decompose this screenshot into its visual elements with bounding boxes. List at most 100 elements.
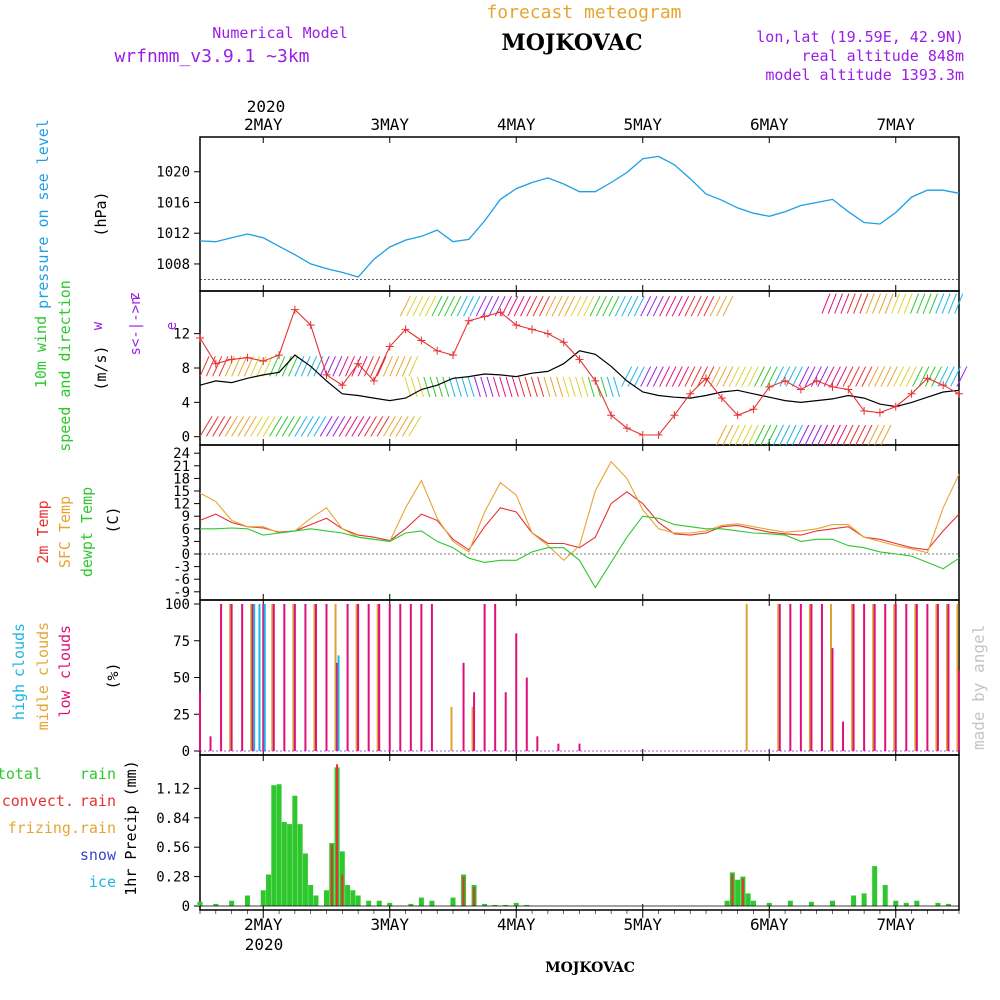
wind-barb-top [583, 295, 595, 317]
wind-barb-bottom [754, 424, 765, 446]
y-tick-label: 8 [182, 361, 190, 377]
wind-barb-bottom [823, 424, 835, 446]
bottom-year-label: 2020 [245, 935, 284, 954]
temp-sfc-line [199, 460, 960, 562]
wind-barb-lower [256, 416, 270, 437]
cloud-bar-low [357, 604, 360, 751]
wind-barb-mid [454, 376, 462, 398]
wind-barb-topright [865, 293, 875, 314]
wind-barb-top [722, 295, 734, 317]
top-day-label: 4MAY [497, 115, 536, 134]
wind-barb-top [621, 295, 633, 317]
cloud-bar-midle [229, 604, 232, 751]
wind-barb-mid [423, 376, 431, 398]
wind-barb-right [760, 366, 772, 387]
precip-bar-total [271, 785, 277, 906]
precip-bar-convect [462, 876, 465, 906]
precip-bar-total [387, 902, 393, 906]
wind-barb-mid [442, 376, 450, 398]
wind-barb-lower [307, 416, 320, 437]
wind-barb-mid [568, 376, 576, 398]
wind-barb-right [905, 366, 917, 387]
wind-barb-upper [338, 356, 349, 377]
precip-bar-total [345, 885, 351, 906]
wind-barb-mid [613, 376, 621, 398]
y-tick-label: 1020 [156, 165, 190, 181]
wind-barb-top [557, 295, 569, 317]
temp-sfc-label: SFC Temp [56, 496, 74, 568]
wind-barb-upper [370, 356, 381, 377]
wind-barb-top [614, 295, 626, 317]
precip-bar-total [297, 824, 303, 906]
wind-barb-top [646, 295, 658, 317]
wind-barb-topright [878, 293, 888, 314]
cloud-bar-low [884, 604, 887, 751]
cloud-bar-low [209, 736, 212, 751]
wind-barb-right [703, 366, 715, 387]
precip-bar-total [260, 890, 266, 906]
cloud-bar-midle [271, 604, 274, 751]
cloud-bar-midle [313, 604, 316, 751]
precip-bar-total [893, 900, 899, 906]
precip-bar-total [935, 902, 941, 906]
cloud-bar-midle [355, 604, 358, 751]
wind-barb-top [602, 295, 614, 317]
pressure-line [199, 155, 960, 278]
wind-barb-top [437, 295, 449, 317]
wind-barb-top [671, 295, 683, 317]
wind-barb-bottom [785, 424, 797, 446]
wind-barb-top [709, 295, 721, 317]
y-tick-label: 9 [182, 509, 190, 525]
wind-barb-topright [941, 293, 951, 314]
precip-labels: total rain convect. rain frizing. rain s… [0, 760, 140, 895]
wind-barb-right [817, 366, 829, 387]
top-day-label: 3MAY [370, 115, 409, 134]
wind-barb-mid [556, 376, 564, 398]
precip-bar-total [724, 900, 730, 906]
wind-barb-upper [345, 356, 355, 377]
pressure-labels: pressure on see level (hPa) [34, 119, 110, 309]
wind-barb-topright [891, 293, 900, 314]
cloud-bar-low [873, 604, 876, 751]
y-tick-label: 21 [173, 459, 190, 475]
precip-bar-total [229, 900, 235, 906]
wind-dir-e: e [164, 322, 180, 330]
wind-barb-mid [480, 376, 488, 398]
cloud-bar-low [820, 604, 823, 751]
cloud-bar-midle [935, 604, 938, 751]
wind-barb-upper [269, 356, 280, 377]
precip-bar-total [418, 897, 424, 906]
wind-barb-right [950, 366, 962, 387]
cloud-bar-midle [777, 604, 780, 751]
y-tick-label: 12 [173, 497, 190, 513]
cloud-bar-low [251, 604, 254, 751]
cloud-bar-low [199, 692, 201, 751]
location-title: MOJKOVAC [501, 30, 642, 56]
precip-unit: 1hr Precip (mm) [122, 760, 140, 895]
cloud-bar-low [230, 604, 233, 751]
cloud-bar-low [473, 692, 476, 751]
precip-bar-total [308, 885, 314, 906]
wind-barb-mid [581, 376, 589, 398]
top-day-label: 2MAY [244, 115, 283, 134]
precip-bar-total [513, 902, 519, 906]
temp-2m-label: 2m Temp [34, 500, 52, 563]
coords-label: lon,lat (19.59E, 42.9N) [756, 28, 964, 46]
convect-label: convect. [2, 792, 74, 810]
cloud-bar-low [536, 736, 539, 751]
cloud-bar-low [789, 604, 792, 751]
precip-bar-total [787, 900, 793, 906]
wind-barb-topright [853, 293, 863, 314]
wind-barb-top [716, 295, 727, 317]
cloud-bar-midle [830, 604, 832, 751]
cloud-bar-midle [956, 604, 959, 751]
wind-barb-lower [212, 416, 226, 437]
plot-layer: 10201016101210080481224211815129630-3-6-… [156, 137, 968, 918]
wind-barb-bottom [747, 424, 759, 446]
cloud-bar-low [578, 743, 581, 751]
wind-barb-bottom [791, 424, 803, 446]
precip-bar-total [213, 903, 219, 906]
bottom-day-label: 4MAY [497, 915, 536, 934]
wind-barb-right [754, 366, 765, 387]
cloud-bar-midle [914, 604, 917, 751]
